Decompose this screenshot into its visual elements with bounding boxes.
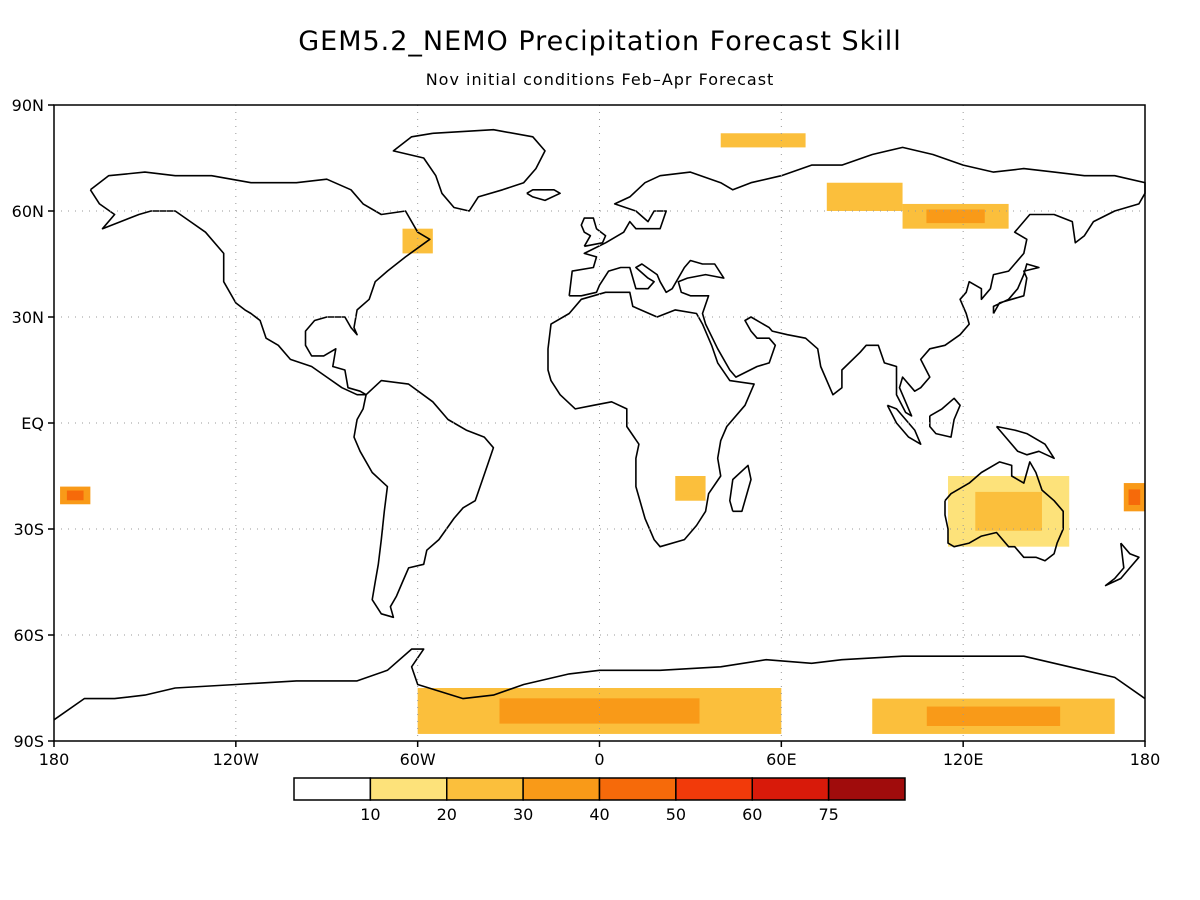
coastline-africa — [547, 291, 755, 548]
coastlines — [53, 128, 1146, 721]
lon-tick-label: 120E — [943, 750, 984, 769]
colorbar-label: 50 — [666, 805, 686, 824]
map-subtitle: Nov initial conditions Feb–Apr Forecast — [425, 70, 775, 89]
skill-core-0 — [499, 698, 700, 724]
coastline-antarctica — [53, 648, 1146, 721]
coastline-greenland — [392, 128, 546, 212]
lat-tick-label: 60N — [12, 202, 44, 221]
colorbar-swatch — [827, 777, 906, 801]
colorbar-swatch — [675, 777, 753, 801]
colorbar-label: 75 — [818, 805, 838, 824]
lon-tick-label: 60E — [766, 750, 796, 769]
skill-core-9 — [975, 491, 1042, 531]
colorbar-label: 20 — [437, 805, 457, 824]
lat-tick-label: 90N — [12, 96, 44, 115]
lon-tick-label: 180 — [1130, 750, 1161, 769]
skill-core-7 — [739, 136, 787, 145]
coastline-south-america — [353, 379, 495, 619]
skill-core-2 — [1128, 489, 1141, 505]
coastline-eurasia — [568, 146, 1146, 417]
coastline-japan — [992, 263, 1040, 314]
skill-core-4 — [926, 209, 985, 224]
colorbar-swatch — [369, 777, 448, 801]
skill-patches — [60, 133, 1145, 734]
lon-tick-label: 0 — [594, 750, 604, 769]
coastline-new-guinea — [995, 425, 1055, 460]
lat-tick-label: 30N — [12, 308, 44, 327]
coastline-sumatra — [886, 404, 922, 446]
colorbar-label: 10 — [360, 805, 380, 824]
colorbar: 10 20 30 40 50 60 75 — [293, 777, 906, 824]
map-frame — [53, 104, 1146, 742]
coastline-madagascar — [728, 464, 752, 513]
gridlines — [54, 105, 1145, 741]
skill-core-1 — [926, 706, 1061, 726]
colorbar-swatch — [598, 777, 677, 801]
coastline-australia — [944, 461, 1064, 562]
coastline-iceland — [526, 189, 561, 202]
colorbar-label: 40 — [589, 805, 609, 824]
colorbar-swatch — [293, 777, 372, 801]
lat-tick-label: 30S — [13, 520, 44, 539]
lat-tick-label: 90S — [13, 732, 44, 751]
lon-tick-label: 180 — [39, 750, 70, 769]
colorbar-label: 60 — [742, 805, 762, 824]
coastline-north-america — [89, 171, 431, 396]
lat-tick-label: EQ — [21, 414, 44, 433]
colorbar-label: 30 — [513, 805, 533, 824]
skill-core-3 — [66, 490, 84, 501]
lon-tick-label: 60W — [400, 750, 436, 769]
coastline-borneo — [928, 397, 961, 438]
skill-core-8 — [682, 481, 699, 496]
coastline-britain — [580, 217, 607, 248]
axis-ticks: 180 120W 60W 0 60E 120E 180 90N 60N 30N EQ 30S 60S 90… — [12, 96, 1161, 769]
colorbar-swatch — [446, 777, 524, 801]
colorbar-swatch — [522, 777, 601, 801]
colorbar-swatch — [751, 777, 830, 801]
lon-tick-label: 120W — [213, 750, 260, 769]
map-title: GEM5.2_NEMO Precipitation Forecast Skill — [298, 26, 902, 57]
lat-tick-label: 60S — [13, 626, 44, 645]
coastline-new-zealand — [1104, 542, 1140, 587]
skill-core-5 — [843, 189, 886, 205]
